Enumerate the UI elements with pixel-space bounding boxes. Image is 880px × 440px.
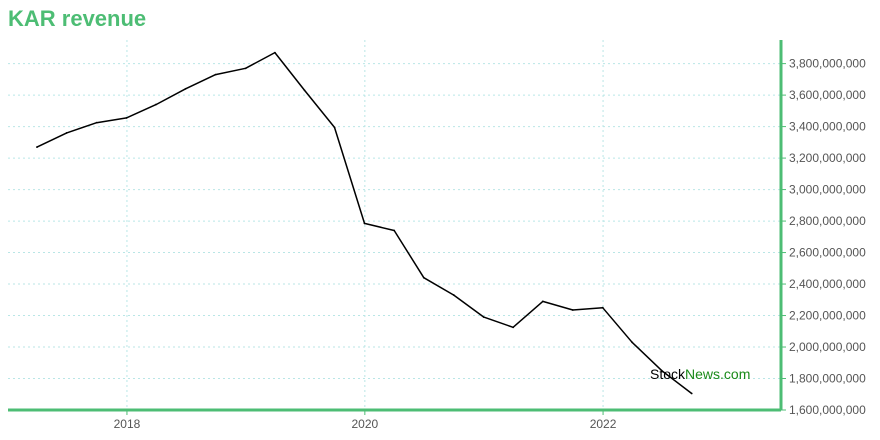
y-tick-label: 2,600,000,000 [789, 246, 866, 260]
y-tick-label: 2,400,000,000 [789, 277, 866, 291]
data-point [422, 276, 425, 279]
x-tick-label: 2022 [590, 417, 617, 431]
data-point [274, 51, 276, 54]
y-axis-ticks: 1,600,000,000 1,800,000,000 2,000,000,000 2… [781, 57, 866, 417]
data-point [482, 316, 485, 319]
y-tick-label: 2,000,000,000 [789, 340, 866, 354]
data-point [125, 117, 128, 119]
data-point [631, 341, 633, 344]
data-point [244, 67, 247, 70]
y-tick-label: 2,200,000,000 [789, 309, 866, 323]
y-tick-label: 1,600,000,000 [789, 403, 866, 417]
y-tick-label: 3,600,000,000 [789, 88, 866, 102]
data-point [660, 369, 663, 372]
y-tick-label: 3,200,000,000 [789, 151, 866, 165]
watermark-part1: Stock [650, 366, 686, 382]
watermark: StockNews.com [650, 366, 750, 382]
y-tick-label: 3,400,000,000 [789, 120, 866, 134]
data-point [690, 392, 693, 395]
data-point [601, 306, 604, 309]
chart-title: KAR revenue [8, 6, 147, 31]
series-group [36, 51, 693, 395]
data-point [303, 89, 306, 92]
data-point [214, 73, 217, 76]
x-tick-label: 2020 [351, 417, 378, 431]
data-point [36, 146, 38, 148]
data-point [512, 326, 515, 329]
data-point [363, 222, 366, 225]
data-point [393, 229, 396, 232]
y-tick-label: 3,000,000,000 [789, 183, 866, 197]
data-point [541, 300, 544, 303]
y-tick-label: 2,800,000,000 [789, 214, 866, 228]
data-point [333, 126, 336, 129]
data-point [184, 87, 187, 90]
watermark-part2: News.com [685, 366, 751, 382]
grid-lines [8, 40, 781, 411]
data-point [65, 131, 68, 134]
x-tick-label: 2018 [114, 417, 141, 431]
y-tick-label: 1,800,000,000 [789, 372, 866, 386]
data-point [452, 294, 455, 296]
data-point [95, 121, 98, 124]
data-point [571, 309, 574, 311]
data-point [155, 103, 157, 106]
y-tick-label: 3,800,000,000 [789, 57, 866, 71]
x-axis-ticks: 2018 2020 2022 [114, 410, 617, 431]
